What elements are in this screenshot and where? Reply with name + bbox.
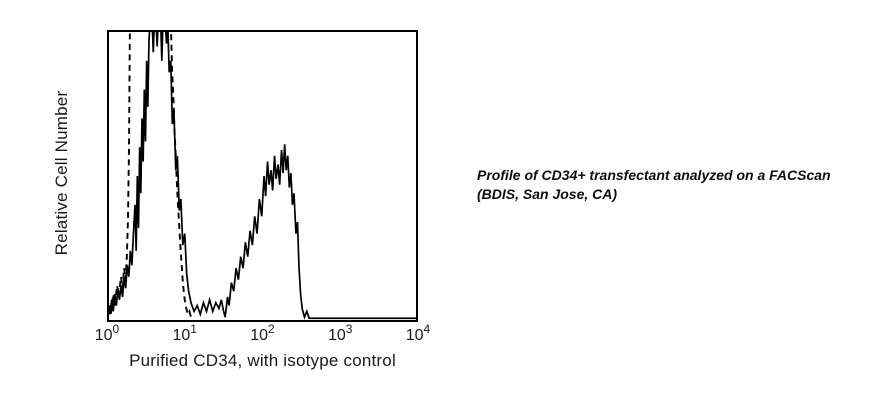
cd34-transfectant-curve [109, 31, 416, 320]
caption-line-2: (BDIS, San Jose, CA) [477, 185, 618, 202]
x-axis-label: Purified CD34, with isotype control [129, 351, 396, 370]
plot-area [107, 30, 418, 322]
figure-caption: Profile of CD34+ transfectant analyzed o… [477, 166, 862, 203]
x-tick-10e3: 103 [328, 321, 353, 344]
caption-line-1: Profile of CD34+ transfectant analyzed o… [477, 167, 831, 183]
x-tick-10e4: 104 [405, 321, 431, 344]
plot-border [107, 30, 418, 322]
x-tick-10e0: 100 [94, 321, 120, 344]
isotype-control-curve [109, 31, 194, 321]
y-axis-label: Relative Cell Number [52, 90, 71, 256]
x-tick-10e2: 102 [250, 321, 275, 344]
x-axis-ticks: 100 101 102 103 104 [95, 321, 430, 349]
x-tick-10e1: 101 [172, 321, 197, 344]
